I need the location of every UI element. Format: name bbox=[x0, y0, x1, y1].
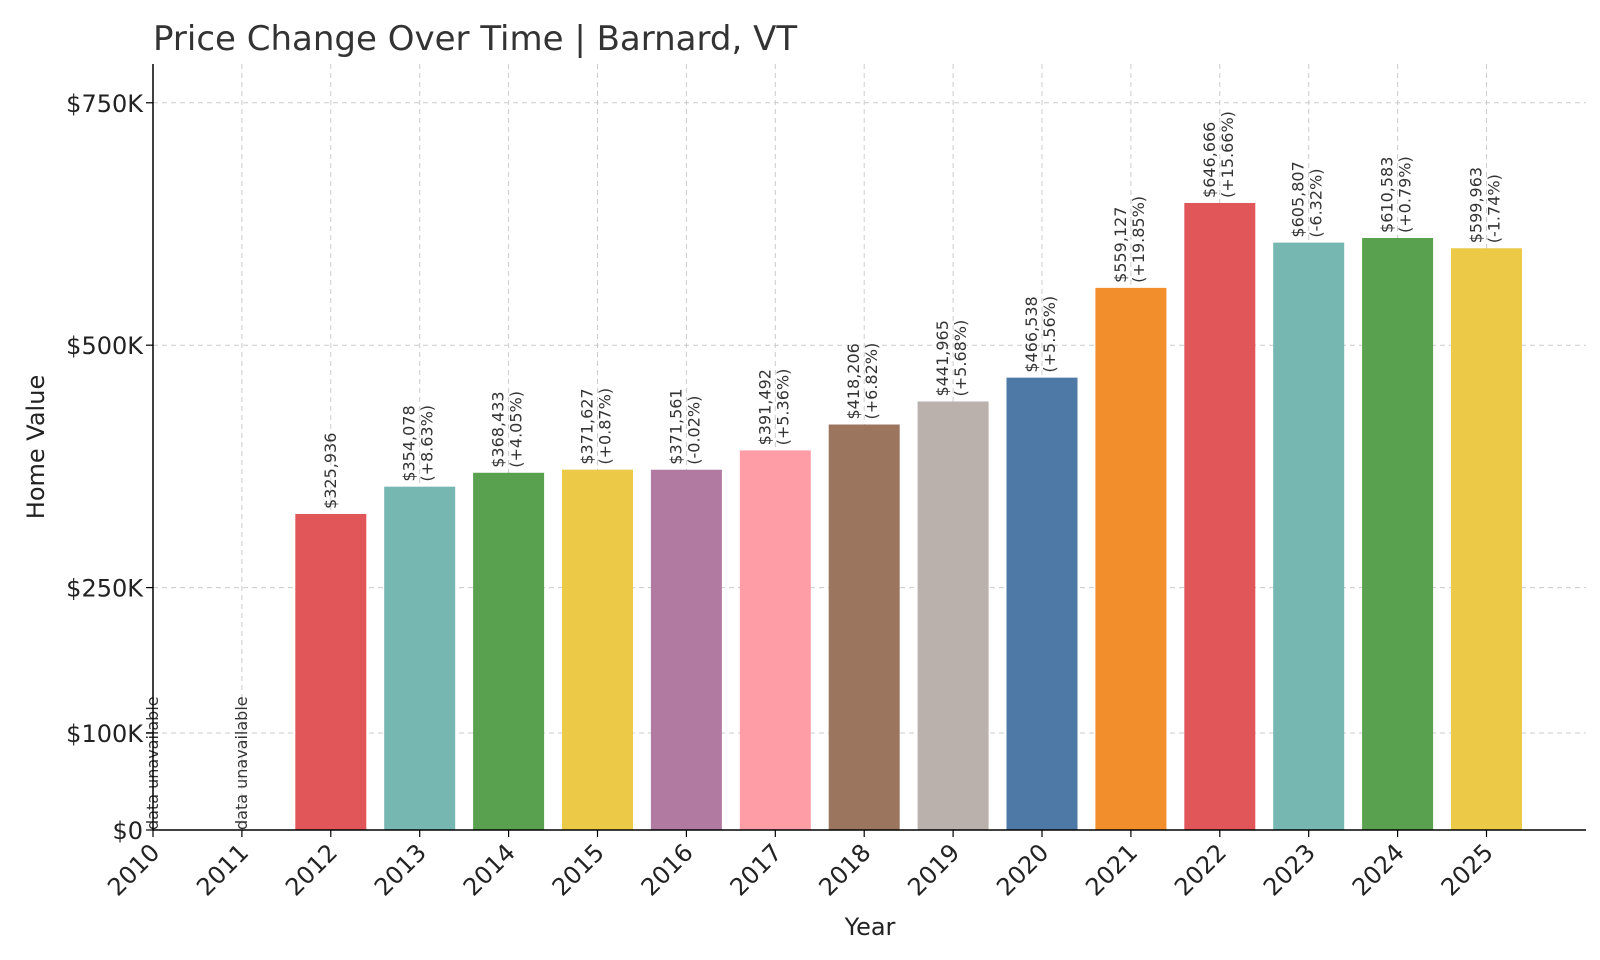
bar-change-label: (+5.68%) bbox=[951, 320, 970, 397]
bar-value-label: $354,078 bbox=[400, 405, 419, 481]
bar-2022 bbox=[1184, 202, 1256, 830]
bar-change-label: (+4.05%) bbox=[507, 391, 526, 468]
y-tick-label: $500K bbox=[66, 332, 144, 360]
bar-value-label: $599,963 bbox=[1467, 167, 1486, 243]
bar-change-label: (+0.87%) bbox=[596, 388, 615, 465]
bar-2013 bbox=[384, 486, 456, 830]
bar-2017 bbox=[739, 450, 811, 830]
bar-change-label: (+19.85%) bbox=[1129, 196, 1148, 283]
x-tick-label: 2025 bbox=[1436, 838, 1499, 901]
bar-value-label: $418,206 bbox=[844, 343, 863, 419]
bar-value-label: $605,807 bbox=[1289, 161, 1308, 237]
data-unavailable-label: data unavailable bbox=[232, 696, 251, 830]
x-tick-label: 2024 bbox=[1347, 838, 1410, 901]
x-tick-label: 2019 bbox=[902, 838, 965, 901]
bar-change-label: (+6.82%) bbox=[862, 343, 881, 420]
x-axis-label: Year bbox=[844, 913, 896, 941]
bar-2021 bbox=[1095, 287, 1167, 830]
x-tick-label: 2015 bbox=[547, 838, 610, 901]
chart-title: Price Change Over Time | Barnard, VT bbox=[153, 19, 797, 59]
bar-2018 bbox=[828, 424, 900, 830]
bar-2019 bbox=[917, 401, 989, 830]
bar-value-label: $325,936 bbox=[321, 433, 340, 509]
bar-2012 bbox=[295, 513, 367, 830]
x-tick-label: 2021 bbox=[1080, 838, 1143, 901]
y-tick-label: $250K bbox=[66, 575, 144, 603]
bar-2020 bbox=[1006, 377, 1078, 830]
x-tick-label: 2016 bbox=[636, 838, 699, 901]
bar-2016 bbox=[650, 469, 722, 830]
bar-change-label: (-6.32%) bbox=[1307, 169, 1326, 238]
bar-change-label: (+5.56%) bbox=[1040, 296, 1059, 373]
bar-value-label: $610,583 bbox=[1378, 157, 1397, 233]
x-tick-label: 2020 bbox=[991, 838, 1054, 901]
bar-change-label: (-0.02%) bbox=[684, 396, 703, 465]
x-tick-label: 2018 bbox=[813, 838, 876, 901]
bar-2025 bbox=[1451, 248, 1522, 830]
bar-value-label: $368,433 bbox=[489, 391, 508, 467]
x-tick-label: 2013 bbox=[369, 838, 432, 901]
bar-value-label: $371,561 bbox=[666, 388, 685, 464]
bar-2023 bbox=[1273, 242, 1345, 830]
x-tick-label: 2010 bbox=[102, 838, 165, 901]
axes-layer bbox=[152, 64, 1586, 831]
bar-value-label: $441,965 bbox=[933, 320, 952, 396]
x-ticks-layer: 2010 2011 2012 2013 2014 2015 2016 2017 2018 2019… bbox=[102, 830, 1499, 901]
x-tick-label: 2022 bbox=[1169, 838, 1232, 901]
bar-2024 bbox=[1362, 237, 1434, 830]
bar-change-label: (+5.36%) bbox=[773, 369, 792, 446]
bar-change-label: (-1.74%) bbox=[1485, 174, 1504, 243]
x-tick-label: 2023 bbox=[1258, 838, 1321, 901]
bar-change-label: (+0.79%) bbox=[1396, 156, 1415, 233]
bar-value-label: $559,127 bbox=[1111, 207, 1130, 283]
bar-change-label: (+8.63%) bbox=[418, 405, 437, 482]
bar-2015 bbox=[562, 469, 633, 830]
y-tick-label: $100K bbox=[66, 720, 144, 748]
bar-2014 bbox=[473, 472, 545, 830]
y-tick-label: $750K bbox=[66, 90, 144, 118]
bars-layer bbox=[295, 202, 1522, 830]
y-axis-label: Home Value bbox=[22, 375, 50, 519]
x-tick-label: 2012 bbox=[280, 838, 343, 901]
bar-value-label: $391,492 bbox=[755, 369, 774, 445]
bar-value-label: $466,538 bbox=[1022, 296, 1041, 372]
y-tick-label: $0 bbox=[112, 817, 143, 845]
bar-value-label: $371,627 bbox=[578, 388, 597, 464]
x-tick-label: 2017 bbox=[725, 838, 788, 901]
bar-value-label: $646,666 bbox=[1200, 122, 1219, 198]
bar-change-label: (+15.66%) bbox=[1218, 111, 1237, 198]
value-labels-layer: data unavailabledata unavailable$325,936… bbox=[143, 111, 1504, 830]
x-tick-label: 2014 bbox=[458, 838, 521, 901]
x-tick-label: 2011 bbox=[191, 838, 254, 901]
y-ticks-layer: $0 $100K $250K $500K $750K bbox=[66, 90, 153, 845]
